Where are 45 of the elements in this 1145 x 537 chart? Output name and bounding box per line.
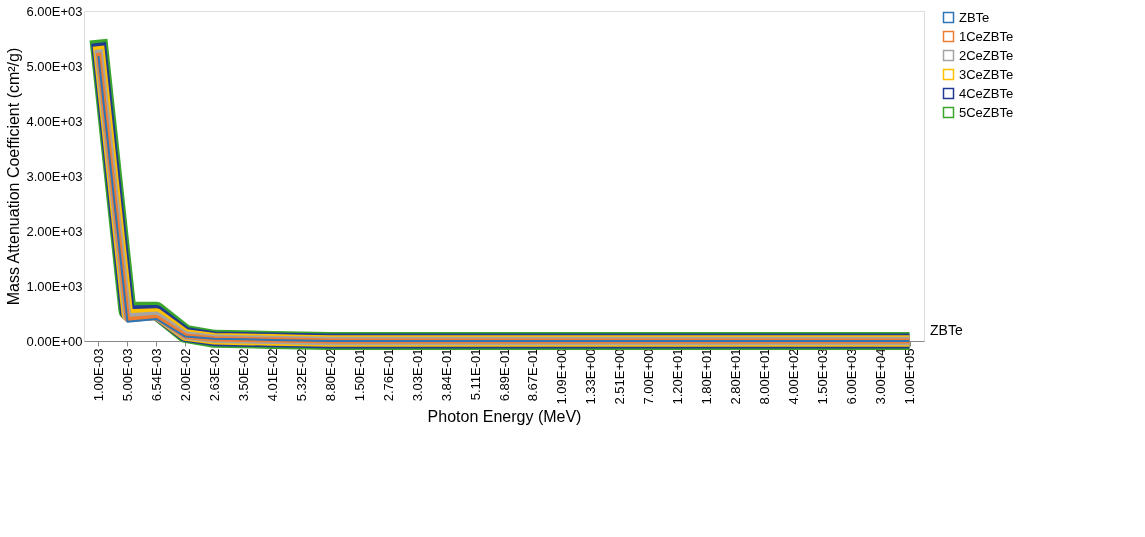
y-tick-label: 2.00E+03: [26, 223, 83, 239]
y-tick-label: 4.00E+03: [26, 113, 83, 129]
x-tick-label: 3.00E+04: [873, 348, 889, 405]
x-tick-label: 8.00E+01: [757, 348, 773, 405]
x-tick-label: 5.00E-03: [119, 348, 135, 402]
x-tick-label: 3.03E-01: [409, 348, 425, 402]
x-tick-label: 3.84E-01: [438, 348, 454, 402]
y-tick-label: 1.00E+03: [26, 278, 83, 294]
legend-label: 5CeZBTe: [959, 104, 1014, 120]
x-tick-label: 1.33E+00: [583, 348, 599, 405]
x-tick-label: 2.80E+01: [728, 348, 744, 405]
y-tick-label: 5.00E+03: [26, 58, 83, 74]
x-axis-title: Photon Energy (MeV): [427, 407, 582, 425]
x-tick-label: 1.50E+03: [815, 348, 831, 405]
y-axis-title: Mass Attenuation Coefficient (cm²/g): [5, 47, 23, 306]
x-tick-label: 2.00E-02: [177, 348, 193, 402]
x-tick-label: 4.00E+02: [786, 348, 802, 405]
x-tick-label: 1.09E+00: [554, 348, 570, 405]
x-tick-label: 5.11E-01: [467, 348, 483, 401]
x-tick-label: 4.01E-02: [264, 348, 280, 402]
x-tick-label: 2.76E-01: [380, 348, 396, 402]
x-tick-label: 6.00E+03: [844, 348, 860, 405]
x-tick-label: 8.67E-01: [525, 348, 541, 402]
x-tick-label: 1.50E-01: [351, 348, 367, 402]
x-tick-label: 1.00E-03: [90, 348, 106, 402]
x-tick-label: 3.50E-02: [235, 348, 251, 402]
x-tick-label: 2.63E-02: [206, 348, 222, 402]
text: ZBTe: [930, 322, 963, 338]
x-tick-label: 6.54E-03: [148, 348, 164, 402]
x-tick-label: 8.80E-02: [322, 348, 338, 402]
y-tick-label: 6.00E+03: [26, 3, 83, 19]
legend-label: 4CeZBTe: [959, 85, 1014, 101]
x-tick-label: 6.89E-01: [496, 348, 512, 402]
legend-label: ZBTe: [959, 9, 990, 25]
x-tick-label: 1.20E+01: [670, 348, 686, 405]
legend-label: 3CeZBTe: [959, 66, 1014, 82]
x-tick-label: 5.32E-02: [293, 348, 309, 402]
x-tick-label: 2.51E+00: [612, 348, 628, 405]
legend-label: 1CeZBTe: [959, 28, 1014, 44]
y-tick-label: 0.00E+00: [26, 333, 83, 349]
y-tick-label: 3.00E+03: [26, 168, 83, 184]
x-tick-label: 1.80E+01: [699, 348, 715, 405]
x-tick-label: 1.00E+05: [902, 348, 918, 405]
legend-label: 2CeZBTe: [959, 47, 1014, 63]
x-tick-label: 7.00E+00: [641, 348, 657, 405]
